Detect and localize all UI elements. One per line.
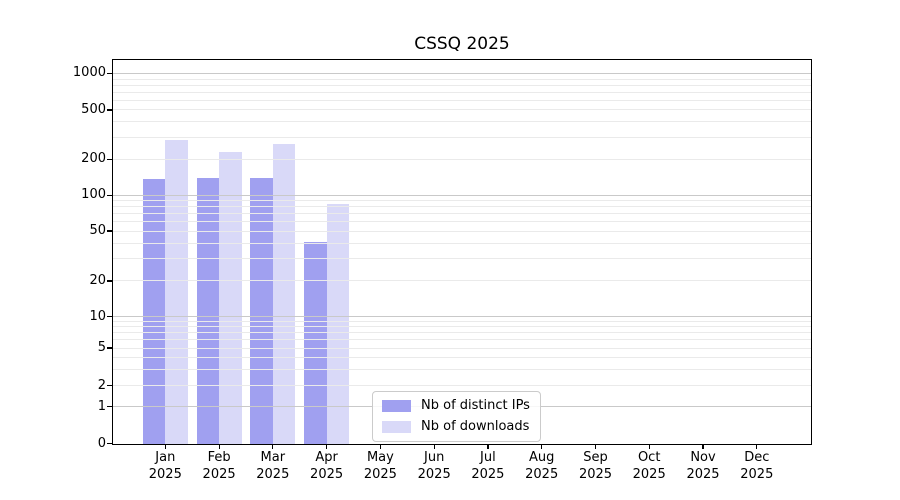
tick-gridline: [113, 230, 811, 232]
x-tick-label-mar: Mar 2025: [256, 450, 290, 482]
y-tick-mark: [106, 442, 113, 445]
plot-area: [112, 59, 812, 445]
minor-gridline: [113, 339, 811, 341]
x-tick-mark: [648, 444, 650, 450]
y-tick-label: 0: [97, 435, 106, 451]
tick-gridline: [113, 385, 811, 387]
x-tick-mark: [272, 444, 274, 450]
legend-label: Nb of downloads: [421, 419, 530, 434]
legend-item-downloads: Nb of downloads: [382, 419, 530, 435]
y-tick-mark: [106, 194, 113, 197]
tick-gridline: [113, 280, 811, 282]
y-tick-mark: [106, 230, 113, 232]
x-tick-mark: [756, 444, 758, 450]
minor-gridline: [113, 242, 811, 244]
bar-downloads: [165, 139, 188, 444]
x-tick-mark: [702, 444, 704, 450]
y-tick-mark: [106, 316, 113, 318]
legend: Nb of distinct IPs Nb of downloads: [372, 391, 541, 442]
tick-gridline: [113, 347, 811, 349]
x-tick-mark: [541, 444, 543, 450]
bar-downloads: [219, 151, 242, 444]
tick-gridline: [113, 158, 811, 160]
x-tick-label-jan: Jan 2025: [148, 450, 182, 482]
y-tick-mark: [106, 347, 113, 349]
x-tick-mark: [594, 444, 597, 450]
y-tick-label: 5: [97, 340, 106, 355]
minor-gridline: [113, 332, 811, 334]
minor-gridline: [113, 221, 811, 223]
minor-gridline: [113, 200, 811, 202]
y-tick-label: 500: [81, 101, 106, 117]
minor-gridline: [113, 91, 811, 93]
x-tick-label-sep: Sep 2025: [578, 450, 613, 482]
y-tick-label: 200: [81, 151, 106, 167]
x-tick-label-feb: Feb 2025: [202, 450, 236, 482]
legend-label: Nb of distinct IPs: [421, 398, 530, 413]
bar-downloads: [326, 204, 350, 444]
bar-distinct-ips: [142, 179, 166, 444]
y-tick-mark: [106, 385, 113, 387]
minor-gridline: [113, 206, 811, 208]
x-tick-label-jul: Jul 2025: [471, 450, 505, 482]
y-tick-label: 100: [81, 187, 106, 203]
minor-gridline: [113, 121, 811, 123]
x-tick-label-nov: Nov 2025: [686, 450, 720, 482]
minor-gridline: [113, 258, 811, 260]
tick-gridline: [113, 109, 811, 111]
chart-title: CSSQ 2025: [414, 34, 510, 54]
y-tick-label: 10: [89, 308, 106, 324]
major-gridline: [113, 316, 811, 318]
y-tick-mark: [106, 72, 113, 75]
x-tick-mark: [487, 444, 489, 450]
minor-gridline: [113, 320, 811, 322]
major-gridline: [113, 72, 811, 74]
y-tick-mark: [106, 158, 113, 160]
y-tick-label: 2: [97, 377, 106, 393]
legend-item-distinct-ips: Nb of distinct IPs: [382, 398, 530, 414]
x-tick-label-dec: Dec 2025: [740, 450, 774, 482]
x-tick-label-may: May 2025: [363, 450, 397, 482]
x-tick-mark: [326, 444, 328, 450]
bar-distinct-ips: [304, 242, 327, 444]
y-tick-mark: [106, 109, 113, 111]
x-tick-mark: [433, 444, 435, 450]
minor-gridline: [113, 136, 811, 138]
y-tick-mark: [106, 280, 113, 282]
x-tick-label-apr: Apr 2025: [310, 450, 344, 482]
x-tick-label-jun: Jun 2025: [417, 450, 451, 482]
minor-gridline: [113, 99, 811, 101]
bar-distinct-ips: [196, 178, 220, 444]
y-tick-label: 1: [97, 398, 106, 414]
y-tick-label: 50: [89, 223, 106, 238]
y-tick-label: 20: [89, 272, 106, 288]
y-tick-label: 1000: [72, 65, 106, 81]
minor-gridline: [113, 84, 811, 86]
minor-gridline: [113, 356, 811, 358]
minor-gridline: [113, 78, 811, 80]
downloads-swatch: [382, 421, 411, 433]
bar-distinct-ips: [250, 178, 273, 444]
x-tick-label-oct: Oct 2025: [632, 450, 666, 482]
minor-gridline: [113, 213, 811, 215]
bar-downloads: [272, 143, 296, 444]
y-tick-mark: [106, 406, 113, 408]
x-tick-mark: [164, 444, 166, 450]
x-tick-label-aug: Aug 2025: [525, 450, 559, 482]
x-tick-mark: [218, 444, 220, 450]
major-gridline: [113, 194, 811, 196]
x-tick-mark: [379, 444, 382, 450]
distinct-ips-swatch: [382, 400, 411, 412]
minor-gridline: [113, 368, 811, 370]
minor-gridline: [113, 326, 811, 328]
